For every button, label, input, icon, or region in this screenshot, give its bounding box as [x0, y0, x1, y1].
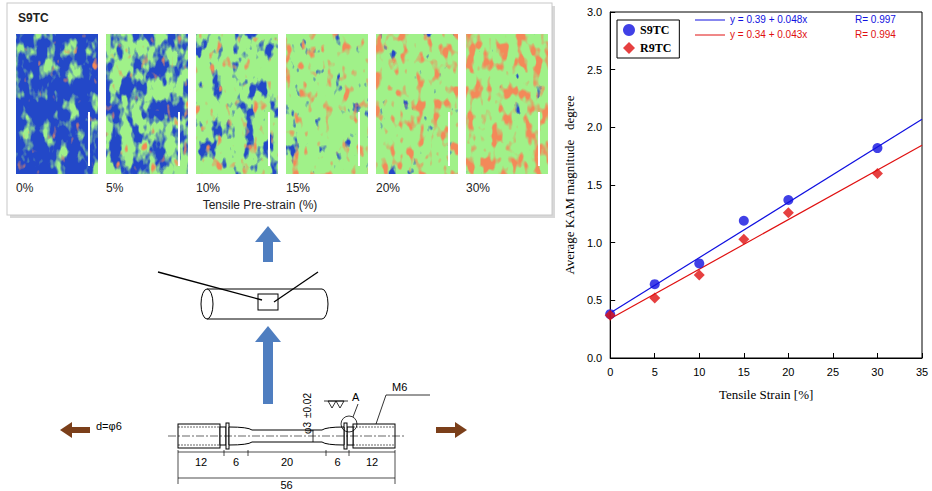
- svg-text:12: 12: [195, 456, 207, 468]
- svg-text:A: A: [352, 391, 360, 403]
- svg-text:2.5: 2.5: [587, 64, 602, 76]
- svg-text:30%: 30%: [466, 181, 490, 195]
- svg-text:R= 0.994: R= 0.994: [855, 29, 896, 40]
- svg-text:y = 0.34 + 0.043x: y = 0.34 + 0.043x: [730, 29, 807, 40]
- svg-text:35: 35: [916, 366, 928, 378]
- svg-text:Tensile Strain [%]: Tensile Strain [%]: [719, 387, 813, 402]
- svg-text:0.0: 0.0: [587, 352, 602, 364]
- svg-text:20%: 20%: [376, 181, 400, 195]
- svg-text:30: 30: [871, 366, 883, 378]
- svg-text:±0.02: ±0.02: [302, 393, 313, 418]
- svg-text:0.5: 0.5: [587, 294, 602, 306]
- svg-text:25: 25: [827, 366, 839, 378]
- svg-text:2.0: 2.0: [587, 121, 602, 133]
- svg-text:R9TC: R9TC: [640, 41, 671, 55]
- svg-text:20: 20: [281, 456, 293, 468]
- svg-text:M6: M6: [392, 381, 407, 393]
- svg-text:φ3: φ3: [302, 422, 313, 434]
- svg-text:15%: 15%: [286, 181, 310, 195]
- svg-text:Average KAM magnitude degree: Average KAM magnitude degree: [562, 95, 577, 274]
- svg-text:56: 56: [280, 479, 292, 491]
- svg-text:1.5: 1.5: [587, 179, 602, 191]
- svg-text:20: 20: [782, 366, 794, 378]
- svg-text:0: 0: [607, 366, 613, 378]
- svg-text:10%: 10%: [196, 181, 220, 195]
- svg-text:3.0: 3.0: [587, 6, 602, 18]
- svg-text:S9TC: S9TC: [18, 11, 49, 25]
- svg-text:6: 6: [334, 456, 340, 468]
- svg-text:12: 12: [366, 456, 378, 468]
- svg-text:d=φ6: d=φ6: [96, 420, 122, 432]
- svg-text:15: 15: [738, 366, 750, 378]
- svg-text:y = 0.39 + 0.048x: y = 0.39 + 0.048x: [730, 14, 807, 25]
- svg-text:0%: 0%: [16, 181, 34, 195]
- svg-text:5: 5: [652, 366, 658, 378]
- svg-text:S9TC: S9TC: [640, 23, 669, 37]
- svg-text:Tensile Pre-strain (%): Tensile Pre-strain (%): [203, 198, 318, 212]
- svg-text:1.0: 1.0: [587, 237, 602, 249]
- svg-text:10: 10: [693, 366, 705, 378]
- svg-text:5%: 5%: [106, 181, 124, 195]
- svg-text:R= 0.997: R= 0.997: [855, 14, 896, 25]
- svg-text:6: 6: [233, 456, 239, 468]
